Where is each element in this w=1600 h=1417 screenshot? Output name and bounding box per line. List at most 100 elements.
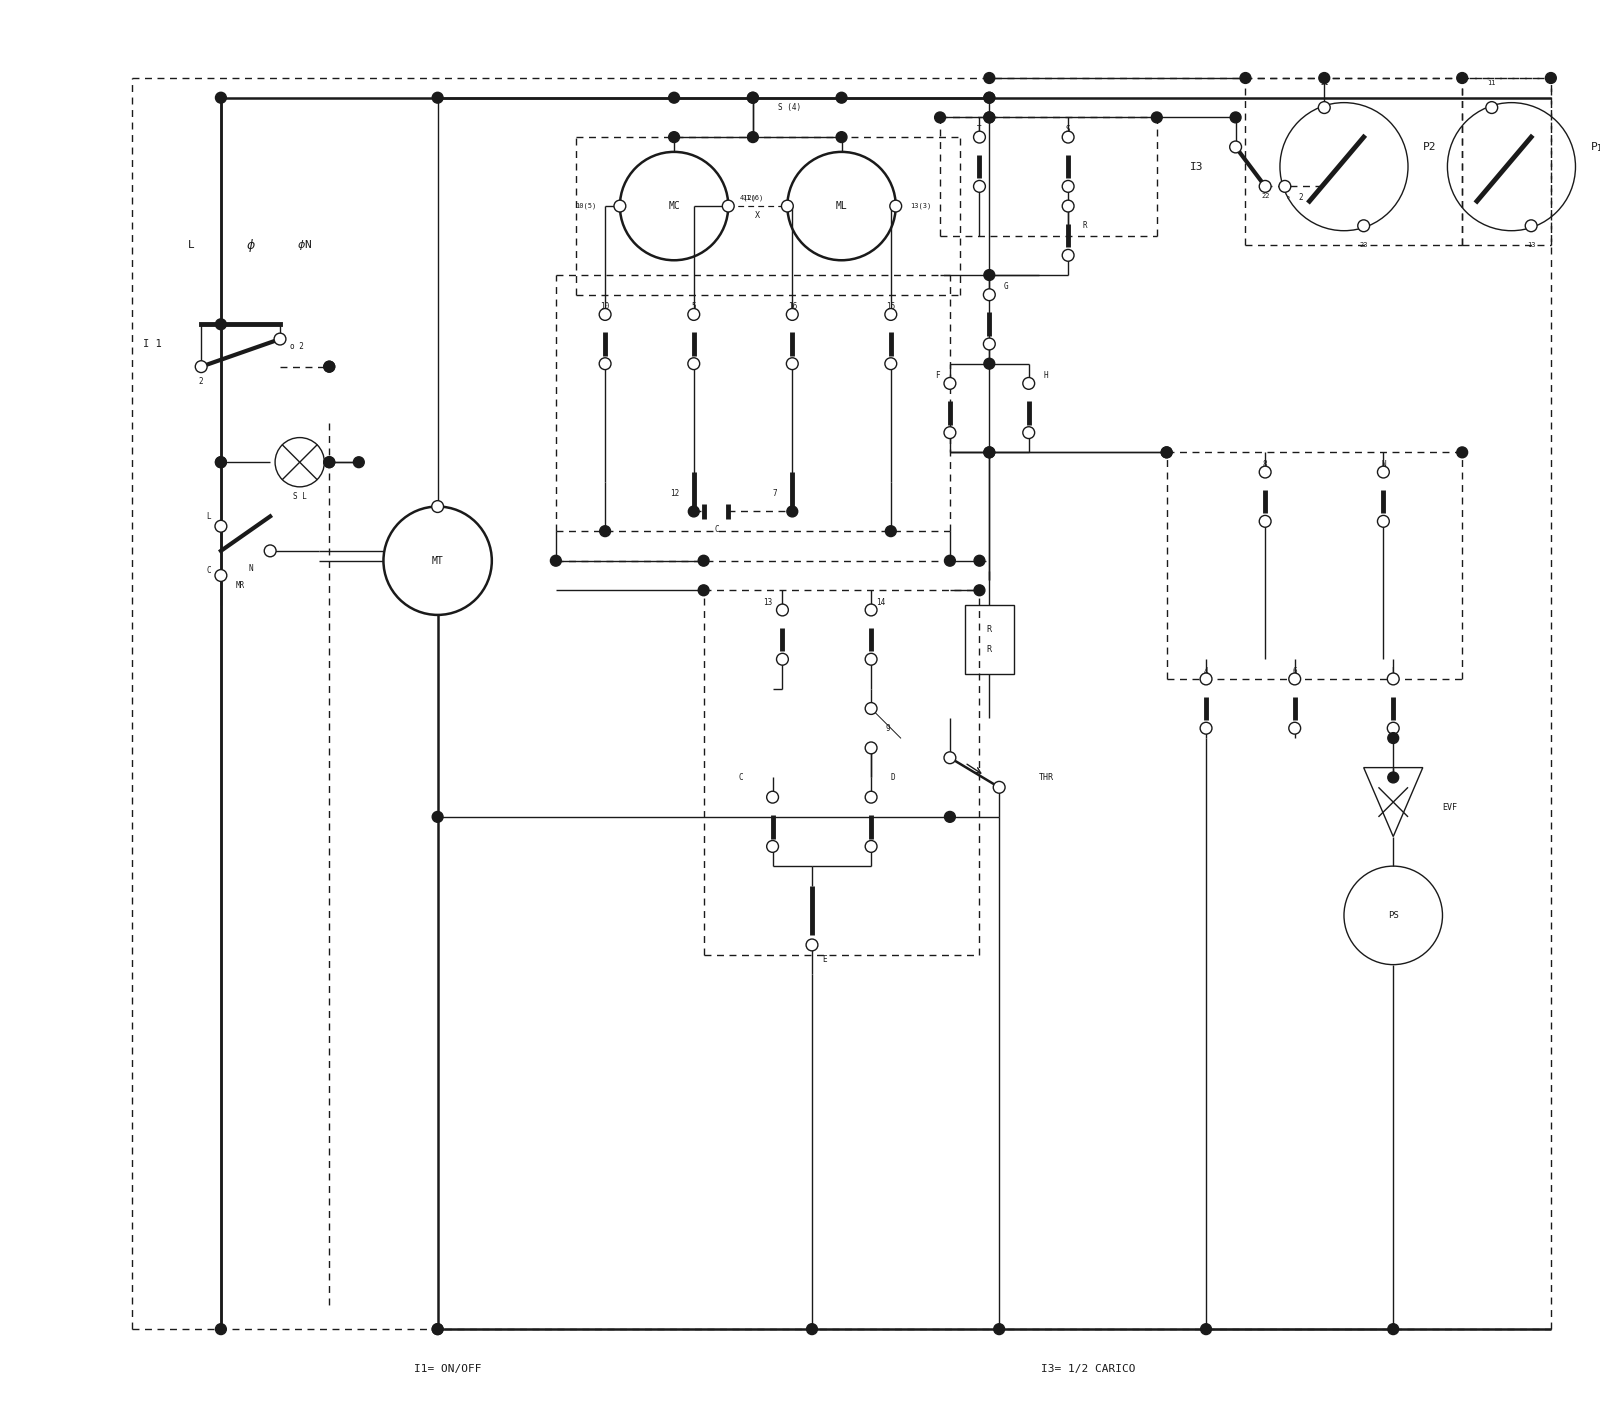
Circle shape <box>1162 446 1173 458</box>
Text: I3: I3 <box>1189 162 1203 171</box>
Text: F: F <box>936 371 941 380</box>
Circle shape <box>216 319 226 330</box>
Text: 11: 11 <box>1488 79 1496 86</box>
Text: 4: 4 <box>1203 666 1208 676</box>
Text: R: R <box>1083 221 1088 231</box>
Circle shape <box>781 200 794 213</box>
Circle shape <box>1062 249 1074 261</box>
Text: 11(6): 11(6) <box>742 196 763 201</box>
Circle shape <box>323 456 334 468</box>
Circle shape <box>984 112 995 123</box>
Circle shape <box>890 200 902 213</box>
Circle shape <box>1162 446 1173 458</box>
Text: 13: 13 <box>1526 242 1536 248</box>
Circle shape <box>984 92 995 103</box>
Circle shape <box>274 333 286 344</box>
Text: I3= 1/2 CARICO: I3= 1/2 CARICO <box>1040 1363 1134 1373</box>
Circle shape <box>698 555 709 567</box>
Bar <box>965 605 1014 674</box>
Text: EVF: EVF <box>1443 802 1458 812</box>
Circle shape <box>598 357 611 370</box>
Text: 8: 8 <box>1262 459 1267 469</box>
Circle shape <box>216 92 226 103</box>
Circle shape <box>214 520 227 533</box>
Text: P$_1$: P$_1$ <box>1590 140 1600 154</box>
Circle shape <box>1486 102 1498 113</box>
Circle shape <box>1230 142 1242 153</box>
Circle shape <box>984 72 995 84</box>
Circle shape <box>1387 673 1398 684</box>
Circle shape <box>323 456 334 468</box>
Circle shape <box>1259 516 1270 527</box>
Circle shape <box>1525 220 1538 232</box>
Circle shape <box>1278 180 1291 193</box>
Circle shape <box>688 506 699 517</box>
Text: $\phi$: $\phi$ <box>245 237 256 254</box>
Text: D: D <box>891 772 896 782</box>
Text: 13(3): 13(3) <box>910 203 931 210</box>
Circle shape <box>1387 772 1398 782</box>
Circle shape <box>214 570 227 581</box>
Circle shape <box>776 604 789 616</box>
Circle shape <box>1062 132 1074 143</box>
Circle shape <box>786 309 798 320</box>
Circle shape <box>984 446 995 458</box>
Circle shape <box>766 840 779 853</box>
Circle shape <box>1259 466 1270 478</box>
Circle shape <box>323 361 334 373</box>
Circle shape <box>934 112 946 123</box>
Text: S L: S L <box>293 492 307 502</box>
Circle shape <box>669 132 680 143</box>
Circle shape <box>806 1323 818 1335</box>
Circle shape <box>432 500 443 513</box>
Circle shape <box>432 92 443 103</box>
Circle shape <box>885 357 896 370</box>
Circle shape <box>1200 723 1211 734</box>
Circle shape <box>1022 377 1035 390</box>
Circle shape <box>984 289 995 300</box>
Text: S: S <box>1066 125 1070 133</box>
Circle shape <box>1387 733 1398 744</box>
Circle shape <box>984 359 995 368</box>
Text: MC: MC <box>669 201 680 211</box>
Circle shape <box>354 456 365 468</box>
Circle shape <box>1358 220 1370 232</box>
Text: X: X <box>755 211 760 221</box>
Circle shape <box>974 585 986 595</box>
Text: ML: ML <box>835 201 848 211</box>
Text: 9: 9 <box>886 724 891 733</box>
Text: 16: 16 <box>787 302 797 312</box>
Circle shape <box>216 456 226 468</box>
Circle shape <box>1230 112 1242 123</box>
Text: P2: P2 <box>1422 142 1437 152</box>
Circle shape <box>1318 72 1330 84</box>
Text: 22: 22 <box>1261 193 1270 200</box>
Text: R: R <box>987 645 992 653</box>
Circle shape <box>984 269 995 281</box>
Text: MR: MR <box>235 581 245 589</box>
Text: C: C <box>714 524 718 534</box>
Text: I 1: I 1 <box>142 339 162 349</box>
Circle shape <box>1456 446 1467 458</box>
Circle shape <box>1378 516 1389 527</box>
Text: 15: 15 <box>886 302 896 312</box>
Circle shape <box>984 112 995 123</box>
Text: C: C <box>206 565 211 575</box>
Text: E: E <box>822 955 827 964</box>
Circle shape <box>1259 180 1270 193</box>
Text: $\circ$  2: $\circ$ 2 <box>1285 191 1304 201</box>
Text: T: T <box>978 125 982 133</box>
Text: 7: 7 <box>773 489 778 499</box>
Circle shape <box>973 180 986 193</box>
Circle shape <box>944 427 955 439</box>
Circle shape <box>1378 466 1389 478</box>
Circle shape <box>323 361 334 373</box>
Text: I1= ON/OFF: I1= ON/OFF <box>414 1363 482 1373</box>
Circle shape <box>973 132 986 143</box>
Circle shape <box>550 555 562 567</box>
Circle shape <box>432 812 443 822</box>
Circle shape <box>866 791 877 803</box>
Circle shape <box>698 585 709 595</box>
Circle shape <box>1062 180 1074 193</box>
Circle shape <box>1290 723 1301 734</box>
